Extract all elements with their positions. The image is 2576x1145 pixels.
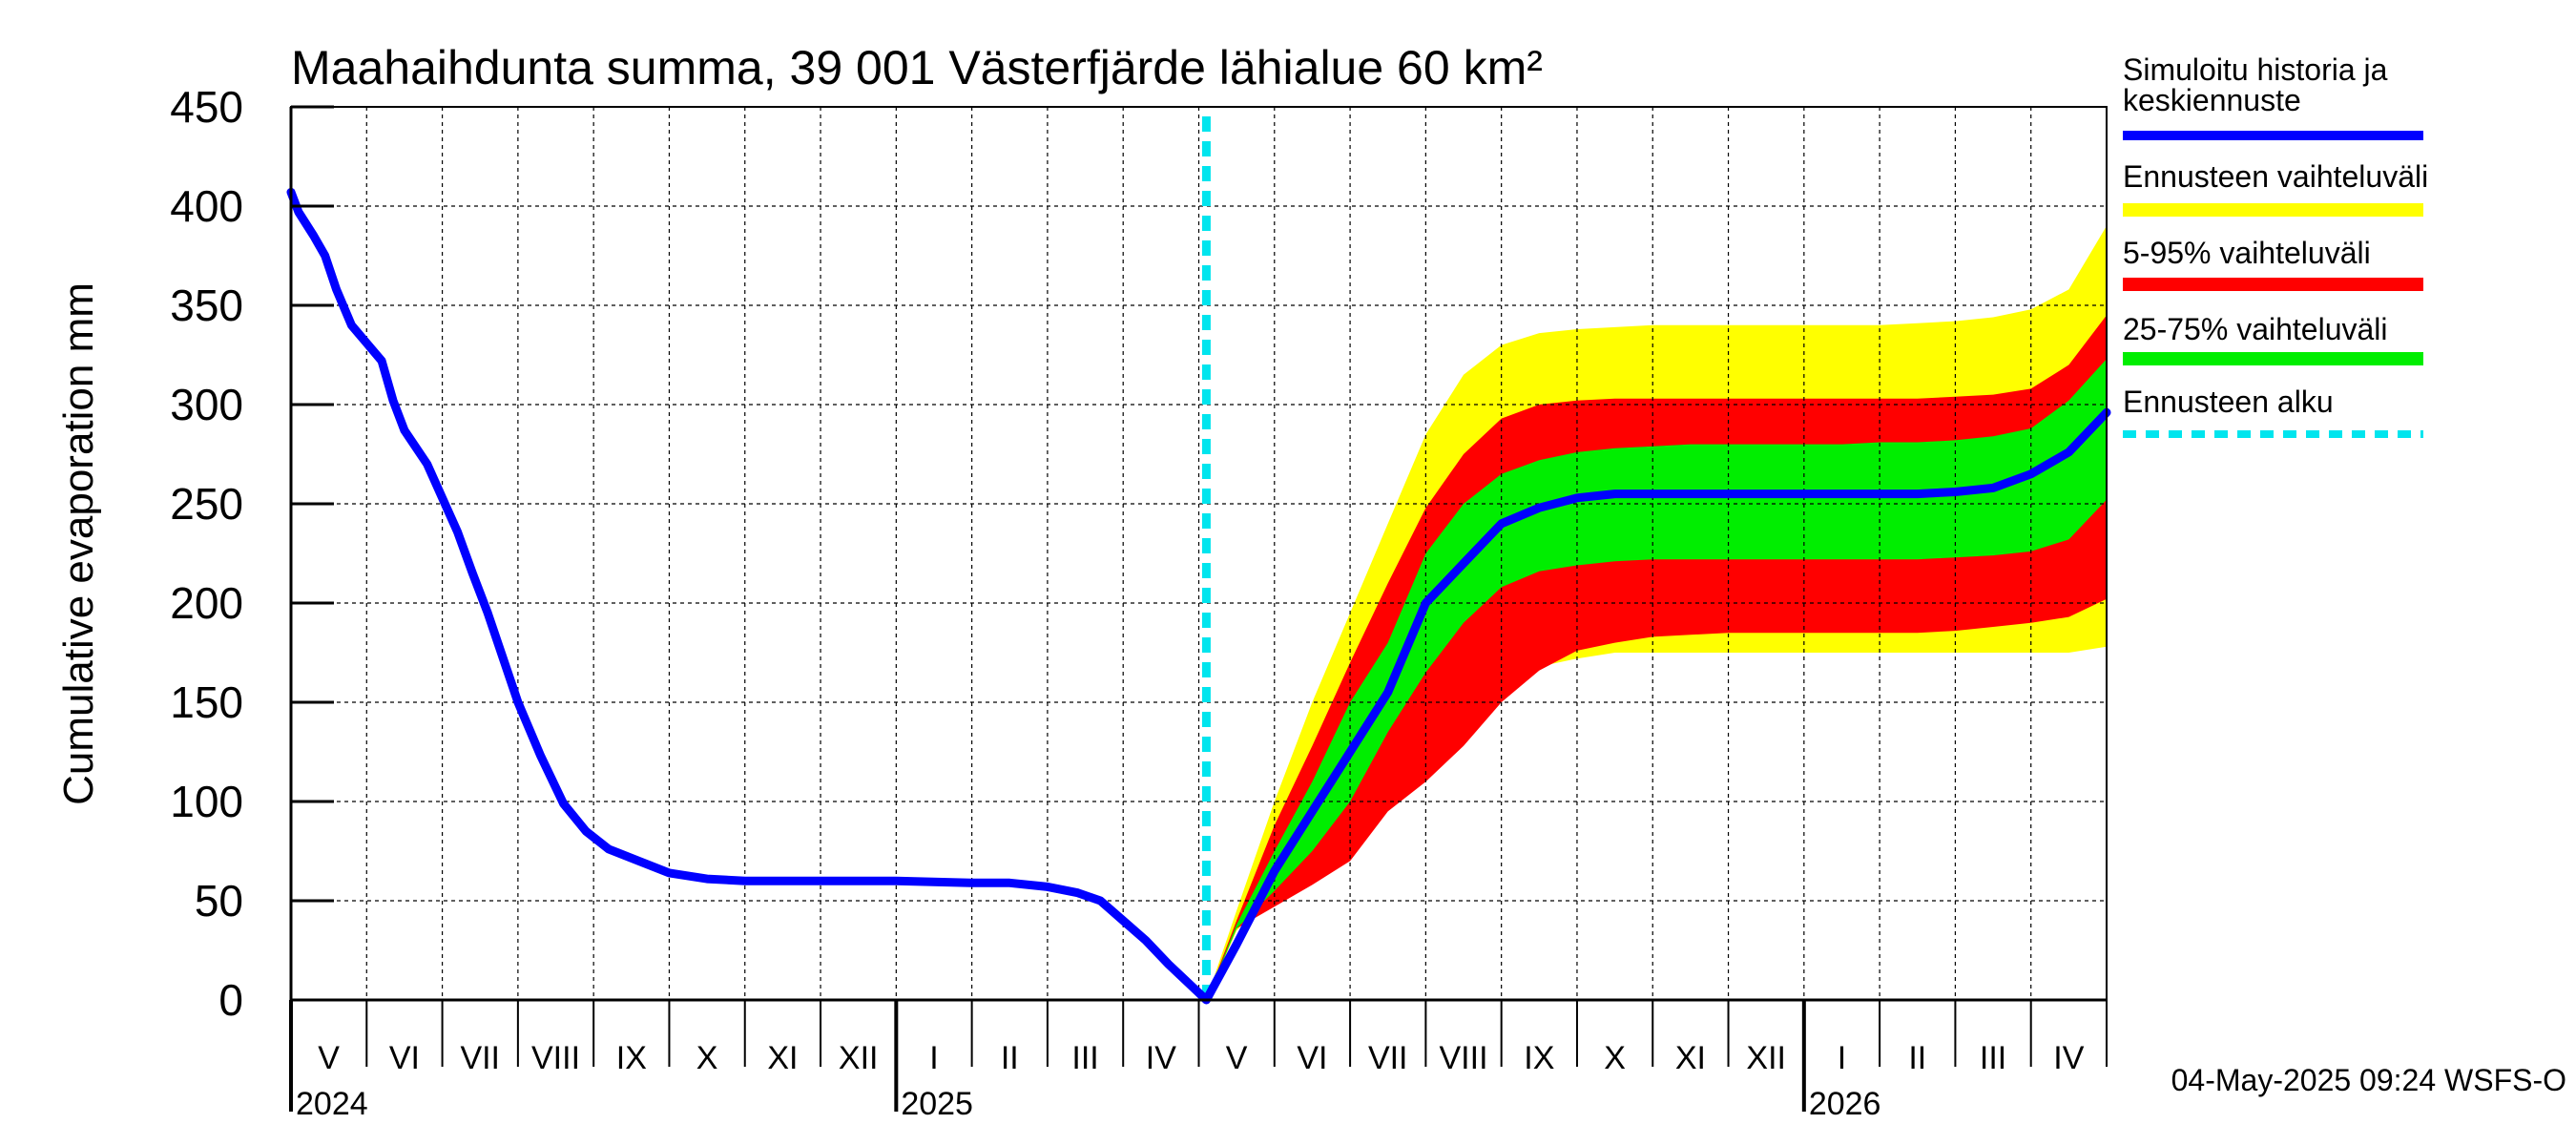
y-tick-label: 350: [170, 281, 243, 330]
y-tick-label: 150: [170, 677, 243, 727]
month-label: VII: [1368, 1040, 1408, 1076]
month-label: I: [929, 1040, 938, 1076]
month-label: VII: [460, 1040, 500, 1076]
month-label: XII: [1746, 1040, 1786, 1076]
y-tick-label: 450: [170, 82, 243, 132]
month-label: V: [318, 1040, 340, 1076]
month-label: I: [1838, 1040, 1846, 1076]
y-tick-label: 200: [170, 578, 243, 628]
y-tick-label: 300: [170, 380, 243, 429]
band-25-75: [1206, 359, 2107, 1000]
legend: Simuloitu historia ja keskiennuste Ennus…: [2123, 52, 2428, 438]
month-label: IX: [1524, 1040, 1554, 1076]
x-tick-labels: V VI VII VIII IX X XI XII I II III IV V VI VII VIII IX X X…: [296, 1040, 2085, 1122]
forecast-bands: [1206, 225, 2107, 1001]
month-label: III: [1071, 1040, 1098, 1076]
month-label: X: [696, 1040, 718, 1076]
year-label: 2024: [296, 1086, 368, 1122]
month-label: VIII: [531, 1040, 580, 1076]
y-tick-label: 0: [218, 975, 243, 1025]
y-tick-label: 50: [195, 876, 243, 926]
year-label: 2025: [901, 1086, 973, 1122]
year-label: 2026: [1809, 1086, 1881, 1122]
legend-label-forecast-start: Ennusteen alku: [2123, 385, 2334, 419]
grid-lines: [291, 106, 2107, 1000]
month-label: VIII: [1440, 1040, 1488, 1076]
month-label: IV: [2053, 1040, 2084, 1076]
series-lines: [286, 116, 2111, 1005]
legend-label-range: Ennusteen vaihteluväli: [2123, 159, 2428, 194]
month-label: VI: [389, 1040, 420, 1076]
legend-label-median-line2: keskiennuste: [2123, 83, 2301, 117]
y-axis-label: Cumulative evaporation mm: [55, 282, 102, 805]
legend-label-5-95: 5-95% vaihteluväli: [2123, 236, 2371, 270]
month-label: III: [1980, 1040, 2006, 1076]
month-label: XI: [1675, 1040, 1706, 1076]
y-tick-label: 400: [170, 181, 243, 231]
chart-title: Maahaihdunta summa, 39 001 Västerfjärde …: [291, 41, 1543, 94]
y-tick-label: 250: [170, 479, 243, 529]
y-tick-labels: 0 50 100 150 200 250 300 350 400 450: [170, 82, 243, 1025]
month-label: XII: [839, 1040, 879, 1076]
footer-timestamp: 04-May-2025 09:24 WSFS-O: [2171, 1063, 2566, 1097]
legend-label-median-line1: Simuloitu historia ja: [2123, 52, 2388, 87]
legend-label-25-75: 25-75% vaihteluväli: [2123, 312, 2388, 346]
y-tick-label: 100: [170, 777, 243, 826]
median-line: [286, 187, 2111, 1005]
month-label: XI: [767, 1040, 798, 1076]
month-label: II: [1001, 1040, 1019, 1076]
month-label: V: [1226, 1040, 1248, 1076]
month-label: II: [1908, 1040, 1926, 1076]
axes: [289, 105, 2108, 1112]
month-label: VI: [1297, 1040, 1327, 1076]
month-label: IV: [1146, 1040, 1176, 1076]
month-label: X: [1604, 1040, 1626, 1076]
month-label: IX: [616, 1040, 647, 1076]
